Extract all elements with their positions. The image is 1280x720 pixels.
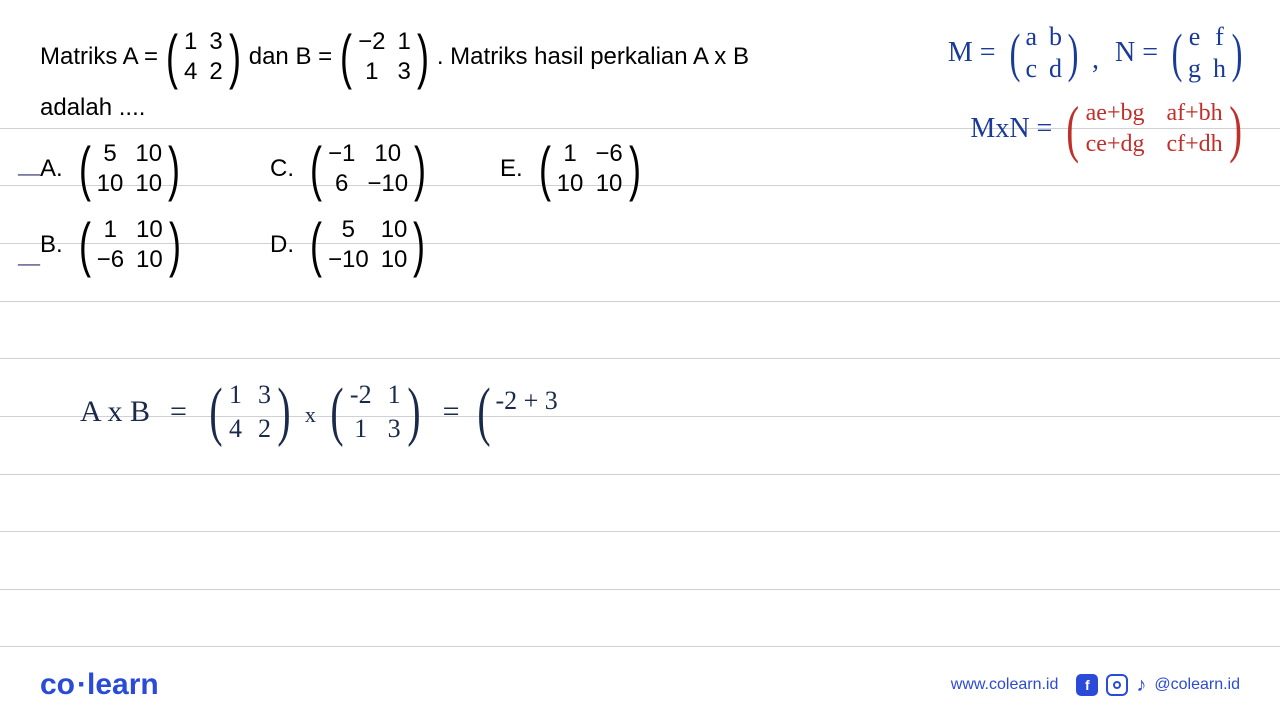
handwriting-working: A x B = ( 13 42 ) x ( -21 13 ) = ( -2 + …: [80, 380, 558, 444]
option-e: E. ( 1−6 1010 ): [500, 140, 680, 198]
footer-url: www.colearn.id: [951, 676, 1059, 694]
handwriting-mn-def: M = ( ab cd ) , N = ( ef gh ): [948, 22, 1250, 84]
footer-handle: @colearn.id: [1154, 676, 1240, 694]
tick-a: —: [18, 160, 40, 186]
option-d: D. ( 510 −1010 ): [270, 216, 450, 274]
text-adalah: adalah ....: [40, 94, 800, 122]
tick-b: —: [18, 250, 40, 276]
tiktok-icon: ♪: [1136, 674, 1146, 697]
instagram-icon: [1106, 674, 1128, 696]
problem-statement: Matriks A = ( 1 3 4 2 ) dan B = ( −2 1 1…: [40, 28, 800, 122]
option-b: B. ( 110 −610 ): [40, 216, 220, 274]
option-c: C. ( −110 6−10 ): [270, 140, 450, 198]
brand-logo: co·learn: [40, 668, 159, 702]
text-dan-b: dan B =: [249, 43, 332, 71]
text-hasil: . Matriks hasil perkalian A x B: [437, 43, 749, 71]
social-icons: f ♪ @colearn.id: [1076, 674, 1240, 697]
text-matriks-a: Matriks A =: [40, 43, 158, 71]
matrix-a: ( 1 3 4 2 ): [162, 28, 245, 86]
footer: co·learn www.colearn.id f ♪ @colearn.id: [40, 668, 1240, 702]
handwriting-mxn: MxN = ( ae+bgaf+bh ce+dgcf+dh ): [970, 100, 1250, 158]
option-a: A. ( 510 1010 ): [40, 140, 220, 198]
answer-options: A. ( 510 1010 ) C. ( −110 6−10 ) E. ( 1−…: [40, 140, 730, 292]
matrix-b: ( −2 1 1 3 ): [336, 28, 433, 86]
facebook-icon: f: [1076, 674, 1098, 696]
